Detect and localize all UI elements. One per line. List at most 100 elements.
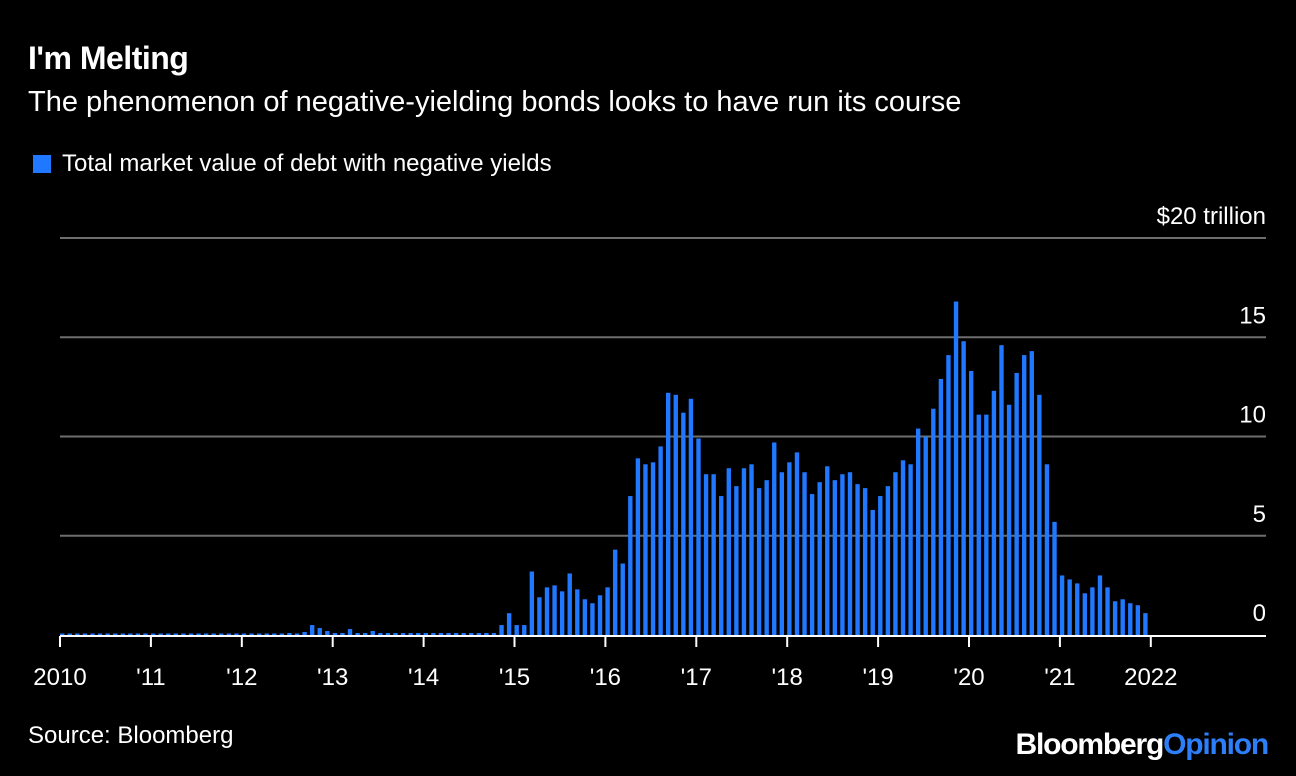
bar	[219, 633, 224, 635]
bars	[60, 301, 1148, 636]
bar	[915, 428, 921, 635]
bar	[105, 633, 110, 635]
bar	[825, 466, 830, 635]
bar	[628, 496, 633, 635]
bar	[749, 464, 754, 635]
bar	[802, 472, 807, 635]
bar	[408, 633, 413, 635]
bar	[688, 398, 694, 635]
bar	[1090, 587, 1095, 635]
bar	[1097, 575, 1103, 635]
chart-subtitle: The phenomenon of negative-yielding bond…	[28, 86, 962, 118]
bar	[287, 633, 292, 635]
x-tick-label: 2010	[33, 664, 86, 691]
y-axis-labels: $20 trillion 15 10 5 0	[1157, 203, 1266, 627]
bar	[302, 632, 307, 635]
source-note: Source: Bloomberg	[28, 722, 234, 749]
bar	[491, 633, 497, 635]
bar	[188, 633, 194, 635]
bar	[484, 633, 489, 635]
x-tick-label: '11	[136, 664, 166, 691]
bar	[60, 633, 65, 635]
bar	[643, 464, 648, 635]
x-axis-labels: 2010 '11 '12 '13 '14 '15 '16 '17 '18 '19 '20 '21 202…	[33, 636, 1177, 691]
x-tick-label: '16	[590, 664, 621, 691]
bar	[961, 341, 966, 635]
bar	[1075, 583, 1080, 635]
bar	[847, 472, 853, 635]
x-tick-label: '14	[408, 664, 439, 691]
bar	[135, 633, 141, 635]
bar	[1128, 603, 1133, 635]
bar	[1135, 605, 1141, 636]
bar	[1112, 601, 1118, 635]
y-tick-label: 0	[1253, 600, 1266, 627]
bar	[635, 458, 641, 635]
bar	[953, 301, 959, 635]
bar	[173, 633, 179, 635]
bar	[529, 571, 535, 635]
bar	[1044, 464, 1050, 635]
bar	[711, 474, 716, 635]
x-tick-label: '15	[499, 664, 530, 691]
bar	[650, 462, 656, 635]
bar	[832, 480, 838, 635]
bar	[809, 494, 815, 635]
bar	[226, 633, 232, 635]
bar	[1120, 599, 1125, 635]
bar	[696, 438, 701, 635]
bar	[128, 633, 133, 635]
y-tick-label: 10	[1239, 402, 1266, 429]
bar	[612, 549, 618, 635]
y-tick-label: 15	[1239, 302, 1266, 329]
bar	[378, 633, 383, 635]
bar	[620, 563, 625, 635]
bar	[893, 472, 898, 635]
bar	[363, 633, 368, 635]
bar	[211, 633, 216, 635]
bar	[272, 633, 277, 635]
bar	[559, 591, 565, 635]
x-tick-label: '20	[953, 664, 984, 691]
bar	[764, 480, 769, 635]
bar	[113, 633, 118, 635]
bar	[90, 633, 95, 635]
bar	[423, 633, 428, 635]
bar	[400, 633, 406, 635]
bar	[1029, 351, 1034, 635]
bar	[1052, 521, 1057, 636]
bar	[241, 633, 247, 635]
bar	[340, 633, 345, 635]
bar	[166, 633, 171, 635]
bar	[969, 370, 974, 635]
bar	[1067, 579, 1072, 635]
bar	[75, 633, 80, 635]
bar	[900, 460, 906, 635]
bar	[143, 633, 148, 635]
bar	[438, 633, 444, 635]
bar	[203, 633, 209, 635]
bar	[181, 633, 186, 635]
bar	[196, 633, 201, 635]
bar	[514, 625, 519, 635]
bar	[1143, 613, 1148, 636]
bar	[794, 452, 800, 635]
bar	[1082, 593, 1088, 635]
bar	[325, 631, 330, 635]
bar	[719, 496, 724, 635]
bar	[999, 345, 1004, 635]
brand-logo: BloombergOpinion	[1016, 728, 1270, 762]
bar	[522, 625, 527, 635]
bar	[582, 599, 588, 635]
bar	[878, 496, 883, 635]
bar	[787, 462, 792, 635]
bar	[741, 468, 747, 635]
bar	[726, 468, 731, 635]
bar	[249, 633, 254, 635]
bar	[317, 628, 322, 635]
bar	[355, 633, 360, 635]
bar	[393, 633, 398, 635]
bar	[931, 408, 936, 635]
bar	[666, 392, 671, 635]
bar	[991, 390, 997, 635]
